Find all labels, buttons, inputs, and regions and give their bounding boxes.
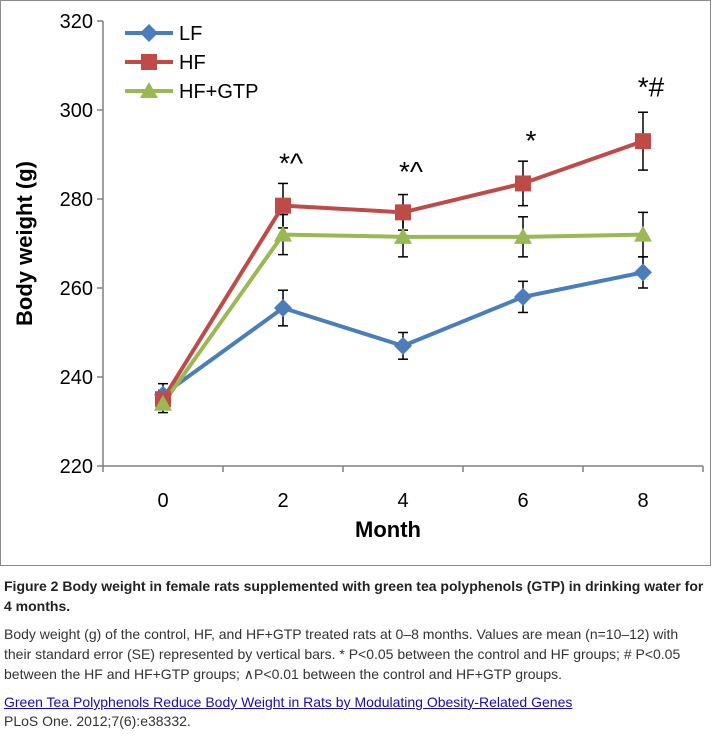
significance-marker: *^ bbox=[399, 156, 423, 187]
data-point-lf bbox=[634, 263, 652, 282]
significance-marker: * bbox=[526, 125, 537, 156]
legend-marker-hf bbox=[141, 54, 157, 70]
data-point-hf bbox=[515, 175, 531, 192]
x-tick-label: 0 bbox=[157, 490, 168, 512]
body-weight-line-chart: 220 240 260 280 300 320 0 2 4 6 8 Month Body weight … bbox=[12, 11, 704, 542]
series-line-hf-gtp bbox=[161, 232, 644, 405]
data-point-lf bbox=[394, 336, 412, 355]
x-tick-label: 8 bbox=[637, 490, 648, 512]
y-tick-label: 280 bbox=[60, 189, 93, 211]
data-point-hf-gtp bbox=[274, 225, 292, 242]
y-tick-label: 300 bbox=[60, 100, 93, 122]
y-axis-label: Body weight (g) bbox=[12, 161, 37, 326]
legend-marker-hf-gtp bbox=[140, 82, 158, 98]
y-tick-label: 260 bbox=[60, 278, 93, 300]
legend-label-hf: HF bbox=[179, 52, 206, 74]
data-point-lf bbox=[274, 299, 292, 318]
data-point-hf-gtp bbox=[634, 225, 652, 242]
figure-caption: Figure 2 Body weight in female rats supp… bbox=[4, 576, 709, 731]
y-tick-label: 320 bbox=[60, 11, 93, 33]
data-point-hf-gtp bbox=[394, 227, 412, 244]
journal-citation: PLoS One. 2012;7(6):e38332. bbox=[4, 713, 191, 729]
data-point-hf bbox=[395, 204, 411, 221]
x-axis-label: Month bbox=[355, 517, 421, 542]
y-tick-label: 240 bbox=[60, 367, 93, 389]
legend-marker-lf bbox=[140, 24, 158, 42]
x-tick-label: 4 bbox=[397, 490, 408, 512]
caption-title: Figure 2 Body weight in female rats supp… bbox=[4, 578, 704, 614]
legend-label-hf-gtp: HF+GTP bbox=[179, 81, 258, 103]
significance-marker: *# bbox=[638, 72, 665, 103]
data-point-hf-gtp bbox=[154, 394, 172, 411]
data-point-hf bbox=[635, 133, 651, 150]
caption-body: Body weight (g) of the control, HF, and … bbox=[4, 626, 681, 682]
y-tick-label: 220 bbox=[60, 456, 93, 478]
data-point-lf bbox=[514, 287, 532, 306]
x-tick-label: 6 bbox=[517, 490, 528, 512]
article-link[interactable]: Green Tea Polyphenols Reduce Body Weight… bbox=[4, 694, 573, 710]
legend-label-lf: LF bbox=[179, 23, 202, 45]
data-point-hf bbox=[275, 197, 291, 214]
data-point-hf-gtp bbox=[514, 227, 532, 244]
x-tick-label: 2 bbox=[277, 490, 288, 512]
significance-marker: *^ bbox=[279, 147, 303, 178]
